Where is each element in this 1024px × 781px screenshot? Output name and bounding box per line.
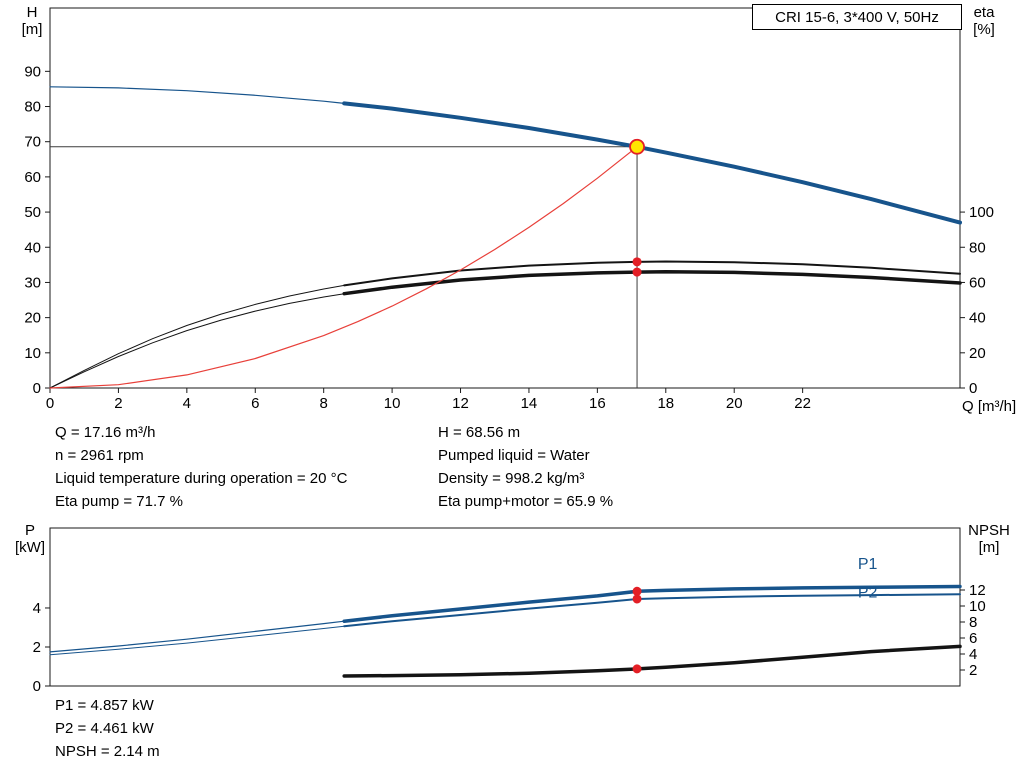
y-right-tick-label: 60 — [969, 274, 986, 291]
curve-value-dot — [632, 586, 642, 596]
y-right-tick-label: 40 — [969, 310, 986, 327]
x-tick-label: 20 — [726, 395, 743, 412]
y-right-tick-label: 0 — [969, 380, 977, 397]
y-left-tick-label: 0 — [33, 678, 41, 695]
series-label: P1 — [858, 556, 878, 573]
y-left-tick-label: 90 — [24, 63, 41, 80]
info-line: P1 = 4.857 kW — [55, 697, 154, 714]
curve-value-dot — [632, 664, 642, 674]
eta-axis-symbol: eta — [973, 4, 995, 21]
p-axis-symbol: P — [24, 522, 35, 539]
y-right-tick-label: 8 — [969, 614, 977, 631]
y-left-tick-label: 0 — [33, 380, 41, 397]
x-tick-label: 6 — [251, 395, 259, 412]
p2-curve — [49, 625, 345, 656]
x-tick-label: 10 — [384, 395, 401, 412]
info-line: NPSH = 2.14 m — [55, 743, 160, 760]
y-left-tick-label: 80 — [24, 99, 41, 116]
h-axis-label: H [m] — [12, 4, 52, 38]
h-axis-unit: [m] — [21, 21, 43, 38]
info-line: Pumped liquid = Water — [438, 447, 590, 464]
npsh-axis-label: NPSH [m] — [962, 522, 1016, 556]
curve-value-dot — [632, 267, 642, 277]
info-line: Eta pump+motor = 65.9 % — [438, 493, 614, 510]
operating-data-right: H = 68.56 m Pumped liquid = Water Density … — [438, 421, 613, 513]
y-right-tick-label: 80 — [969, 239, 986, 256]
info-line: Density = 998.2 kg/m³ — [438, 470, 585, 487]
pump-title-box: CRI 15-6, 3*400 V, 50Hz — [752, 4, 962, 30]
y-left-tick-label: 30 — [24, 274, 41, 291]
q-axis-label: Q [m³/h] — [962, 398, 1017, 415]
info-line: n = 2961 rpm — [55, 447, 144, 464]
curve-value-dot — [632, 257, 642, 267]
y-right-tick-label: 6 — [969, 630, 977, 647]
y-left-tick-label: 2 — [33, 639, 41, 656]
x-tick-label: 8 — [320, 395, 328, 412]
y-left-tick-label: 60 — [24, 169, 41, 186]
x-tick-label: 18 — [657, 395, 674, 412]
y-right-tick-label: 12 — [969, 582, 986, 599]
y-left-tick-label: 20 — [24, 310, 41, 327]
y-right-tick-label: 20 — [969, 345, 986, 362]
p-axis-unit: [kW] — [15, 539, 45, 556]
y-left-tick-label: 10 — [24, 345, 41, 362]
eta-pump-motor-curve — [49, 293, 345, 389]
p-axis-label: P [kW] — [8, 522, 52, 556]
power-npsh-results: P1 = 4.857 kW P2 = 4.461 kW NPSH = 2.14 m — [55, 694, 160, 763]
x-tick-label: 22 — [794, 395, 811, 412]
npsh-axis-symbol: NPSH — [968, 522, 1010, 539]
p1-curve — [49, 620, 345, 653]
eta-axis-unit: [%] — [973, 21, 995, 38]
series-label: P2 — [858, 584, 878, 601]
plot-border — [49, 527, 961, 687]
info-line: H = 68.56 m — [438, 424, 521, 441]
eta-axis-label: eta [%] — [961, 4, 1007, 38]
info-line: Eta pump = 71.7 % — [55, 493, 183, 510]
eta-pump-curve — [49, 284, 345, 389]
x-tick-label: 14 — [521, 395, 538, 412]
x-tick-label: 16 — [589, 395, 606, 412]
x-tick-label: 2 — [114, 395, 122, 412]
h-axis-symbol: H — [26, 4, 38, 21]
curve-value-dot — [632, 594, 642, 604]
info-line: P2 = 4.461 kW — [55, 720, 154, 737]
system-curve — [49, 146, 638, 389]
duty-point-marker — [629, 138, 645, 155]
npsh-curve — [342, 644, 962, 678]
x-tick-label: 4 — [183, 395, 191, 412]
y-right-tick-label: 100 — [969, 204, 994, 221]
y-right-tick-label: 10 — [969, 598, 986, 615]
pump-hq-curve — [49, 86, 345, 105]
y-left-tick-label: 4 — [33, 600, 41, 617]
info-line: Liquid temperature during operation = 20… — [55, 470, 348, 487]
y-left-tick-label: 40 — [24, 239, 41, 256]
x-tick-label: 12 — [452, 395, 469, 412]
y-right-tick-label: 2 — [969, 662, 977, 679]
y-left-tick-label: 70 — [24, 134, 41, 151]
x-tick-label: 0 — [46, 395, 54, 412]
y-left-tick-label: 50 — [24, 204, 41, 221]
pump-hq-curve — [342, 101, 962, 225]
operating-data-left: Q = 17.16 m³/h n = 2961 rpm Liquid tempera… — [55, 421, 347, 513]
npsh-axis-unit: [m] — [978, 539, 1000, 556]
plot-border — [49, 7, 961, 389]
y-right-tick-label: 4 — [969, 646, 977, 663]
info-line: Q = 17.16 m³/h — [55, 424, 156, 441]
